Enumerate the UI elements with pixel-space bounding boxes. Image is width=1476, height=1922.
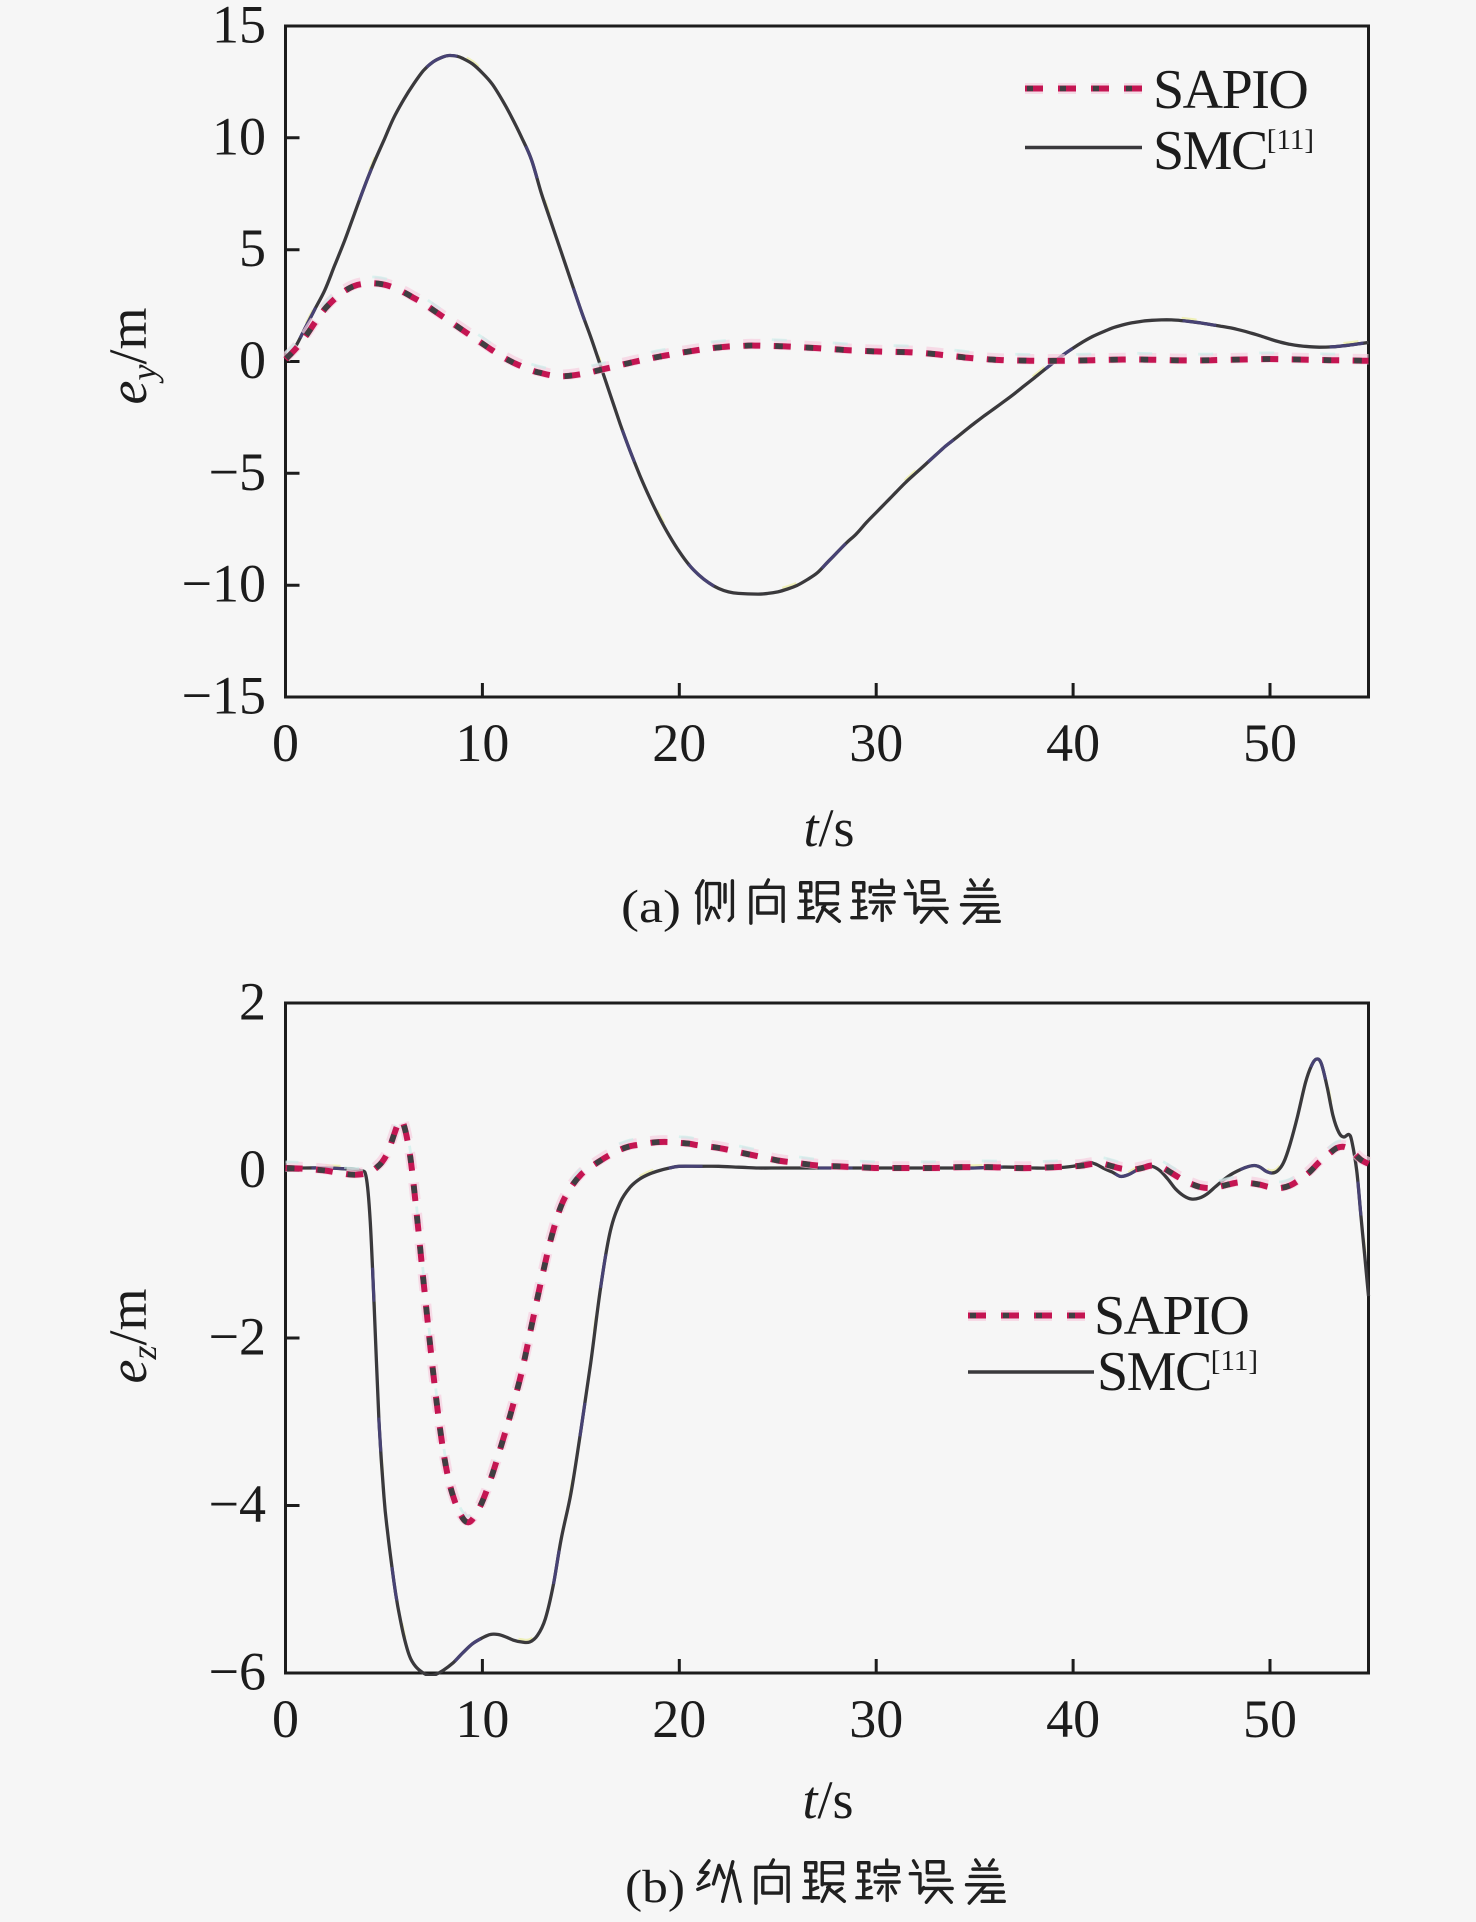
- svg-text:SAPIO: SAPIO: [1094, 1285, 1248, 1347]
- svg-text:(b): (b): [625, 1861, 685, 1913]
- svg-text:2: 2: [239, 972, 266, 1032]
- svg-text:−6: −6: [209, 1642, 266, 1702]
- svg-text:30: 30: [849, 1689, 903, 1749]
- svg-text:0: 0: [272, 713, 299, 773]
- svg-text:0: 0: [239, 1139, 266, 1199]
- svg-text:−2: −2: [209, 1307, 266, 1367]
- svg-text:40: 40: [1046, 713, 1100, 773]
- svg-text:20: 20: [652, 1689, 706, 1749]
- svg-text:(a): (a): [621, 881, 681, 933]
- svg-text:30: 30: [849, 713, 903, 773]
- svg-text:0: 0: [272, 1689, 299, 1749]
- svg-text:10: 10: [455, 1689, 509, 1749]
- svg-text:10: 10: [212, 106, 266, 166]
- svg-text:−4: −4: [209, 1474, 266, 1534]
- svg-text:0: 0: [239, 330, 266, 390]
- svg-text:20: 20: [652, 713, 706, 773]
- svg-text:t/s: t/s: [803, 798, 854, 858]
- svg-text:−10: −10: [182, 554, 266, 614]
- svg-text:SAPIO: SAPIO: [1153, 59, 1307, 121]
- svg-text:40: 40: [1046, 1689, 1100, 1749]
- svg-text:5: 5: [239, 218, 266, 278]
- svg-text:10: 10: [455, 713, 509, 773]
- svg-text:50: 50: [1243, 713, 1297, 773]
- svg-text:−15: −15: [182, 666, 266, 726]
- svg-text:ey/m: ey/m: [98, 308, 164, 405]
- svg-text:−5: −5: [209, 442, 266, 502]
- svg-text:t/s: t/s: [802, 1770, 853, 1830]
- svg-text:50: 50: [1243, 1689, 1297, 1749]
- svg-text:15: 15: [212, 0, 266, 55]
- svg-text:ez/m: ez/m: [98, 1289, 164, 1384]
